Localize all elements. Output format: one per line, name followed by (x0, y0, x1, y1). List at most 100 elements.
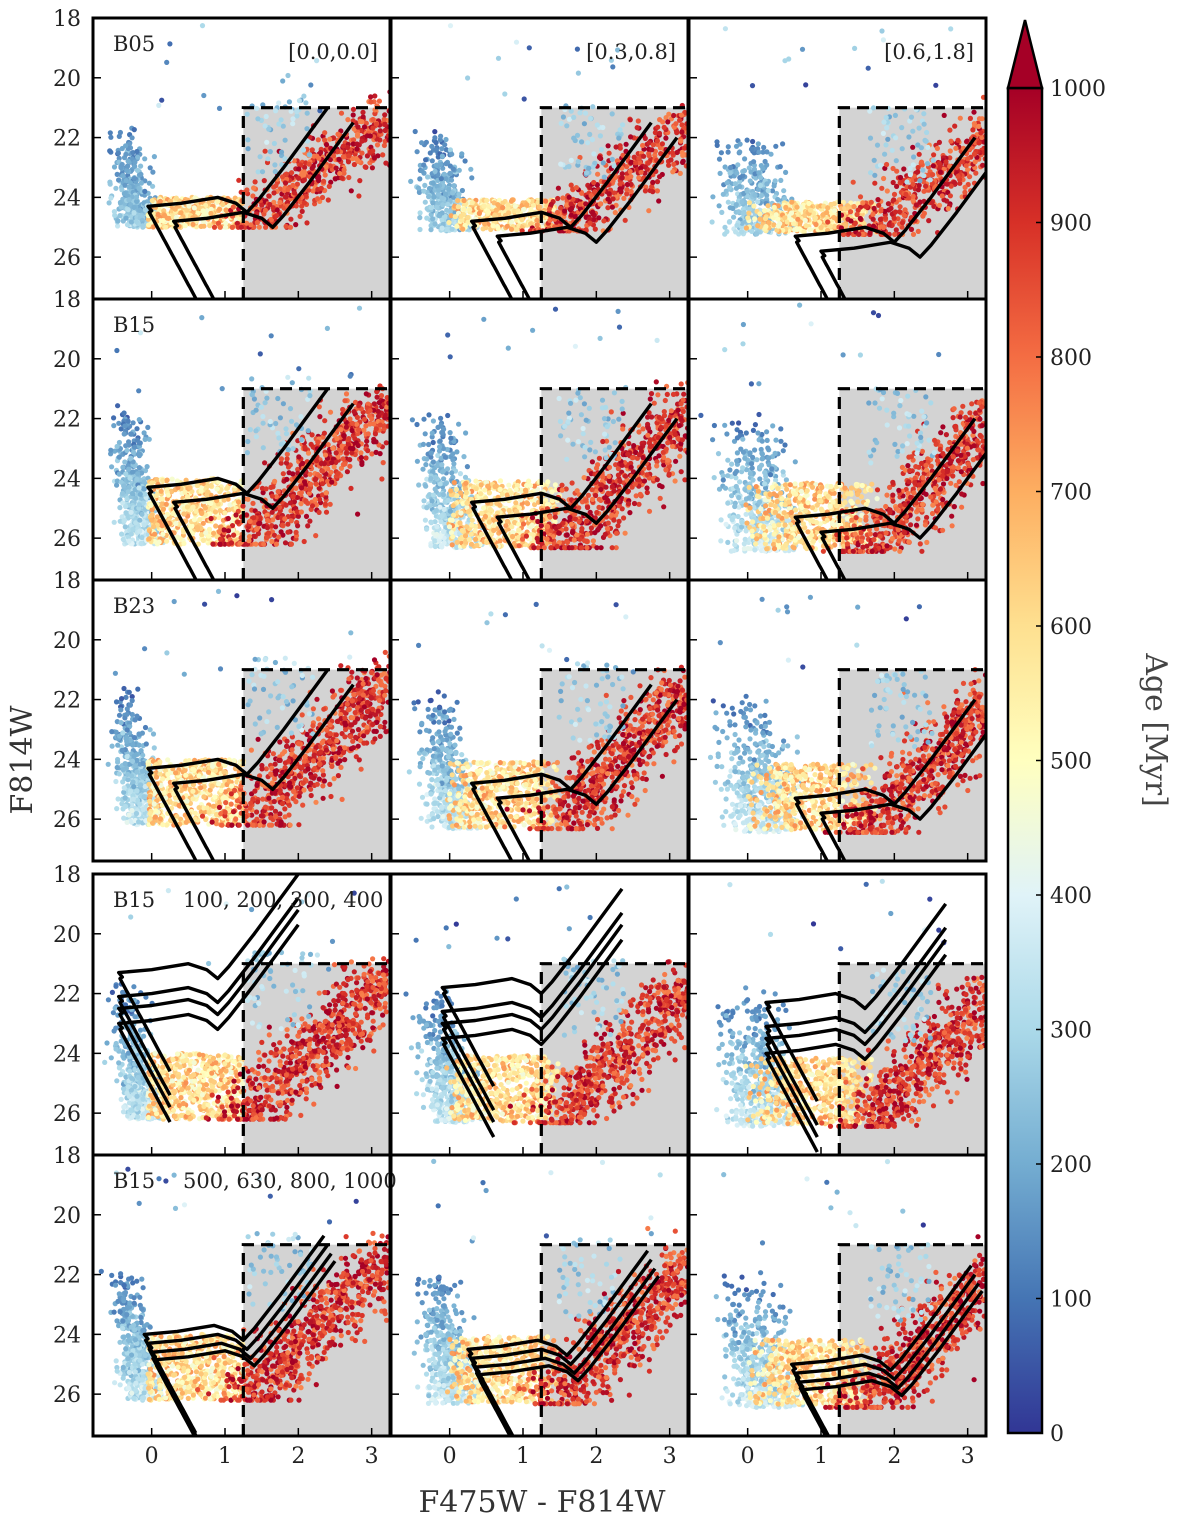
data-point (939, 193, 945, 199)
data-point (134, 476, 140, 482)
data-point (438, 133, 444, 139)
data-point (213, 523, 219, 529)
data-point (257, 154, 263, 160)
data-point (119, 490, 126, 496)
data-point (439, 225, 445, 231)
data-point (459, 151, 465, 157)
data-point (256, 224, 262, 230)
data-point (207, 223, 213, 229)
data-point (364, 438, 370, 444)
data-point (891, 215, 897, 221)
data-point (278, 117, 284, 123)
data-point (120, 464, 126, 470)
data-point (368, 94, 374, 100)
data-point (199, 510, 205, 516)
data-point (962, 184, 968, 190)
data-point (481, 203, 487, 209)
data-point (658, 151, 664, 157)
data-point (184, 504, 190, 510)
data-point (423, 157, 429, 163)
data-point (357, 178, 363, 184)
data-point (731, 214, 737, 220)
data-point (929, 200, 935, 206)
data-point (125, 207, 131, 213)
data-point (116, 439, 122, 446)
data-point (222, 510, 228, 516)
data-point (183, 477, 189, 483)
data-point (448, 177, 455, 183)
data-point (735, 162, 741, 168)
data-point (754, 231, 760, 237)
data-point (967, 115, 974, 121)
data-point (126, 538, 132, 544)
data-point (764, 181, 770, 187)
data-point (897, 209, 903, 215)
data-point (115, 218, 121, 224)
data-point (851, 203, 857, 210)
data-point (294, 109, 300, 115)
y-tick-label: 18 (53, 7, 81, 32)
data-point (339, 175, 345, 181)
data-point (113, 185, 119, 191)
data-point (526, 45, 532, 51)
data-point (521, 206, 527, 213)
data-point (125, 489, 131, 495)
data-point (734, 170, 740, 176)
data-point (117, 518, 123, 524)
data-point (245, 137, 251, 143)
data-point (126, 184, 132, 190)
data-point (274, 207, 280, 213)
data-point (678, 112, 685, 118)
data-point (433, 162, 440, 168)
data-point (259, 202, 265, 208)
data-point (502, 91, 508, 97)
data-point (290, 116, 296, 122)
data-point (598, 146, 605, 153)
data-point (791, 221, 797, 227)
data-point (174, 478, 180, 484)
data-point (431, 194, 437, 200)
data-point (248, 222, 254, 228)
data-point (722, 26, 729, 32)
data-point (137, 491, 143, 497)
data-point (880, 224, 887, 231)
data-point (915, 228, 921, 234)
data-point (871, 205, 877, 211)
data-point (217, 206, 223, 212)
data-point (301, 200, 307, 206)
data-point (597, 133, 604, 139)
data-point (646, 153, 652, 159)
data-point (568, 182, 574, 188)
data-point (669, 150, 676, 156)
data-point (594, 122, 600, 128)
data-point (725, 149, 731, 155)
data-point (417, 210, 423, 216)
data-point (941, 112, 947, 118)
data-point (867, 135, 874, 141)
data-point (358, 450, 364, 456)
data-point (134, 426, 140, 432)
data-point (947, 193, 954, 199)
data-point (490, 223, 496, 229)
data-point (895, 216, 901, 222)
data-point (934, 145, 941, 151)
data-point (123, 443, 129, 449)
data-point (296, 175, 302, 181)
data-point (901, 166, 907, 172)
data-point (128, 219, 135, 225)
data-point (335, 149, 341, 155)
data-point (643, 184, 649, 190)
data-point (488, 226, 494, 233)
data-point (278, 460, 284, 466)
data-point (709, 219, 715, 225)
data-point (271, 140, 277, 147)
data-point (784, 219, 790, 225)
data-point (378, 393, 385, 399)
data-point (440, 202, 446, 208)
data-point (107, 130, 113, 136)
data-point (344, 144, 351, 151)
data-point (118, 426, 124, 432)
data-point (363, 455, 369, 461)
